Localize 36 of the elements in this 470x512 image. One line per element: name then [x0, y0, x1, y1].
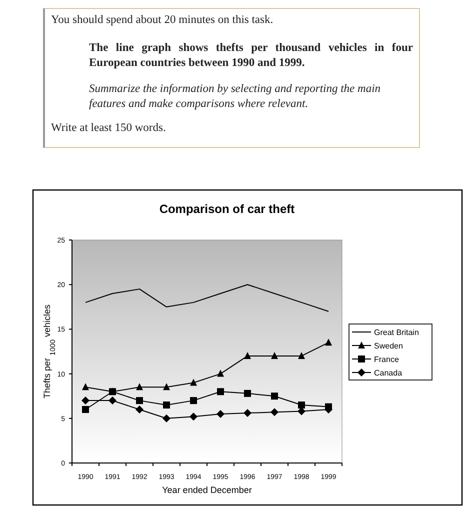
- line-series: [85, 284, 329, 312]
- point: [108, 396, 116, 405]
- point: [163, 402, 170, 409]
- point: [163, 383, 170, 390]
- x-axis-title: Year ended December: [162, 485, 252, 495]
- point: [244, 409, 252, 418]
- legend-label: Sweden: [374, 341, 403, 350]
- point: [271, 352, 278, 359]
- point: [162, 414, 170, 422]
- legend-label: Great Britain: [374, 328, 419, 337]
- legend-label: France: [374, 354, 400, 364]
- point: [136, 383, 143, 390]
- point: [190, 412, 198, 421]
- point: [216, 410, 224, 418]
- point: [244, 352, 251, 359]
- point: [82, 406, 89, 413]
- point: [82, 383, 89, 390]
- point: [298, 352, 305, 359]
- text: The line graph shows thefts per thousand vehicles in four European countries between 1990 and 1999.: [89, 41, 413, 70]
- point: [298, 402, 305, 409]
- text: You should spend about 20 minutes on this task.: [51, 13, 274, 28]
- point: [271, 392, 278, 400]
- point: [190, 378, 197, 386]
- point: [325, 338, 332, 346]
- point: [190, 397, 197, 404]
- chart-title: Comparison of car theft: [159, 202, 295, 216]
- point: [217, 370, 224, 377]
- point: [82, 396, 90, 405]
- point: [244, 390, 251, 397]
- point: [217, 388, 224, 396]
- point: [136, 405, 144, 414]
- point: [136, 397, 143, 404]
- text: Write at least 150 words.: [51, 120, 167, 136]
- legend-label: Canada: [374, 368, 403, 378]
- point: [270, 408, 278, 416]
- text: Summarize the information by selecting and reporting the main features and make comparisons where relevant.: [89, 82, 382, 111]
